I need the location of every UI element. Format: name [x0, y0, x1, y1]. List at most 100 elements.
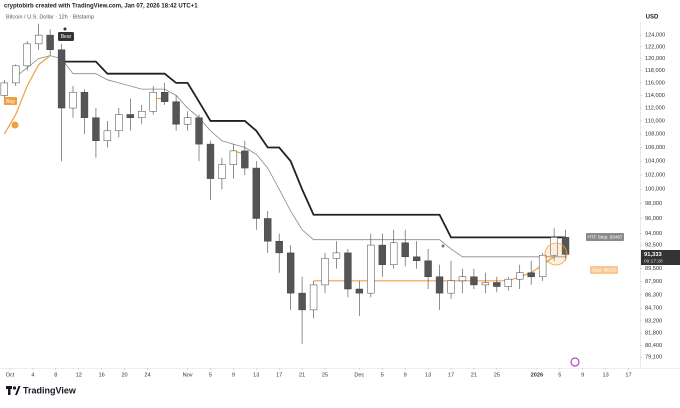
x-tick-label: 16	[99, 372, 105, 378]
x-tick-label: 13	[253, 372, 259, 378]
y-tick-label: 106,000	[645, 145, 665, 151]
candle-body	[275, 240, 283, 254]
candle-body	[149, 91, 157, 112]
candle-body	[321, 258, 329, 286]
candle-body	[126, 114, 134, 118]
x-tick-label: 21	[471, 372, 477, 378]
header: cryptobirb created with TradingView.com,…	[4, 4, 198, 10]
candle-body	[538, 254, 547, 278]
last-price: 91,333	[644, 252, 663, 258]
candle-body	[264, 218, 272, 242]
y-tick-label: 81,800	[645, 331, 662, 337]
y-tick-label: 92,500	[645, 243, 662, 249]
candle-body	[435, 276, 444, 294]
candle-body	[23, 43, 31, 67]
y-tick-label: 100,000	[645, 187, 665, 193]
candle-body	[46, 34, 54, 50]
y-tick-label: 116,000	[645, 80, 665, 86]
x-tick-label: 13	[603, 372, 609, 378]
x-tick-label: 20	[121, 372, 127, 378]
x-tick-label: 25	[322, 372, 328, 378]
candle-body	[447, 280, 455, 294]
candle-body	[401, 242, 409, 258]
logo-part	[12, 386, 17, 390]
y-tick-label: 96,000	[645, 216, 662, 222]
x-tick-label: 17	[625, 372, 631, 378]
x-tick-label: 9	[404, 372, 407, 378]
y-tick-label: 110,000	[645, 118, 665, 124]
y-tick-label: 84,700	[645, 306, 662, 312]
candle-body	[160, 91, 169, 102]
x-tick-label: 5	[381, 372, 384, 378]
x-tick-label: 21	[299, 372, 305, 378]
event-icon	[570, 357, 580, 367]
candle-body	[115, 114, 123, 132]
y-tick-label: 112,000	[645, 106, 665, 112]
bear-box	[58, 32, 74, 41]
candle-body	[241, 150, 249, 169]
y-axis-label: USD	[646, 15, 659, 21]
countdown: 09:17:28	[644, 258, 663, 264]
htf-stop-box	[586, 233, 624, 241]
candle-body	[367, 244, 375, 294]
candle-body	[561, 237, 570, 255]
x-tick-label: 12	[76, 372, 82, 378]
stop-box	[590, 266, 618, 274]
x-tick-label: 5	[558, 372, 561, 378]
y-tick-label: 102,000	[645, 173, 665, 179]
logo-part	[15, 386, 21, 395]
candle-body	[12, 65, 20, 84]
x-tick-label: 17	[448, 372, 454, 378]
candle-body	[516, 272, 524, 280]
candle-body	[172, 101, 180, 125]
x-tick-label: 8	[54, 372, 57, 378]
candle-body	[378, 244, 386, 265]
candle-body	[390, 242, 398, 265]
candle-body	[309, 284, 318, 311]
y-tick-label: 94,000	[645, 231, 662, 237]
candle-body	[92, 117, 100, 142]
candle-body	[80, 91, 89, 118]
candle-body	[218, 164, 226, 179]
indicator-line	[15, 55, 566, 258]
candle-body	[527, 272, 535, 278]
x-tick-label: 9	[581, 372, 584, 378]
bear-label: Bear	[61, 34, 72, 40]
chart-title: Bitcoin / U.S. Dollar · 12h · Bitstamp	[6, 14, 94, 20]
candle-body	[34, 34, 43, 45]
candle-body	[458, 276, 467, 282]
candle-body	[344, 252, 352, 290]
brand-logo: TradingView	[6, 385, 77, 395]
candle-body	[0, 82, 8, 96]
buy-dot	[11, 121, 19, 129]
candle-body	[252, 167, 260, 219]
candle-body	[206, 143, 215, 179]
candle-body	[69, 91, 77, 109]
marker-dot	[441, 244, 445, 248]
buy-label: Buy	[6, 99, 15, 105]
x-tick-label: Oct	[6, 372, 15, 378]
y-tick-label: 87,900	[645, 279, 662, 285]
plot-area: 124,000 122,000 120,000 118,000 116,000 114,0…	[0, 23, 665, 378]
candle-body	[481, 282, 490, 286]
x-tick-label: Nov	[183, 372, 193, 378]
candle-body	[57, 49, 66, 109]
indicator-line	[313, 256, 555, 282]
candle-body	[355, 288, 364, 294]
y-tick-label: 98,000	[645, 201, 662, 207]
x-tick-label: Dec	[354, 372, 364, 378]
y-tick-label: 89,500	[645, 266, 662, 272]
candle-body	[550, 237, 558, 256]
x-tick-label: 4	[31, 372, 34, 378]
indicator-line	[61, 60, 566, 239]
candle-body	[298, 292, 306, 311]
x-tick-label: 13	[425, 372, 431, 378]
brand-name: TradingView	[23, 385, 77, 395]
buy-box	[4, 97, 17, 105]
y-tick-label: 108,000	[645, 132, 665, 138]
y-tick-label: 124,000	[645, 33, 665, 39]
y-tick-label: 79,100	[645, 355, 662, 361]
